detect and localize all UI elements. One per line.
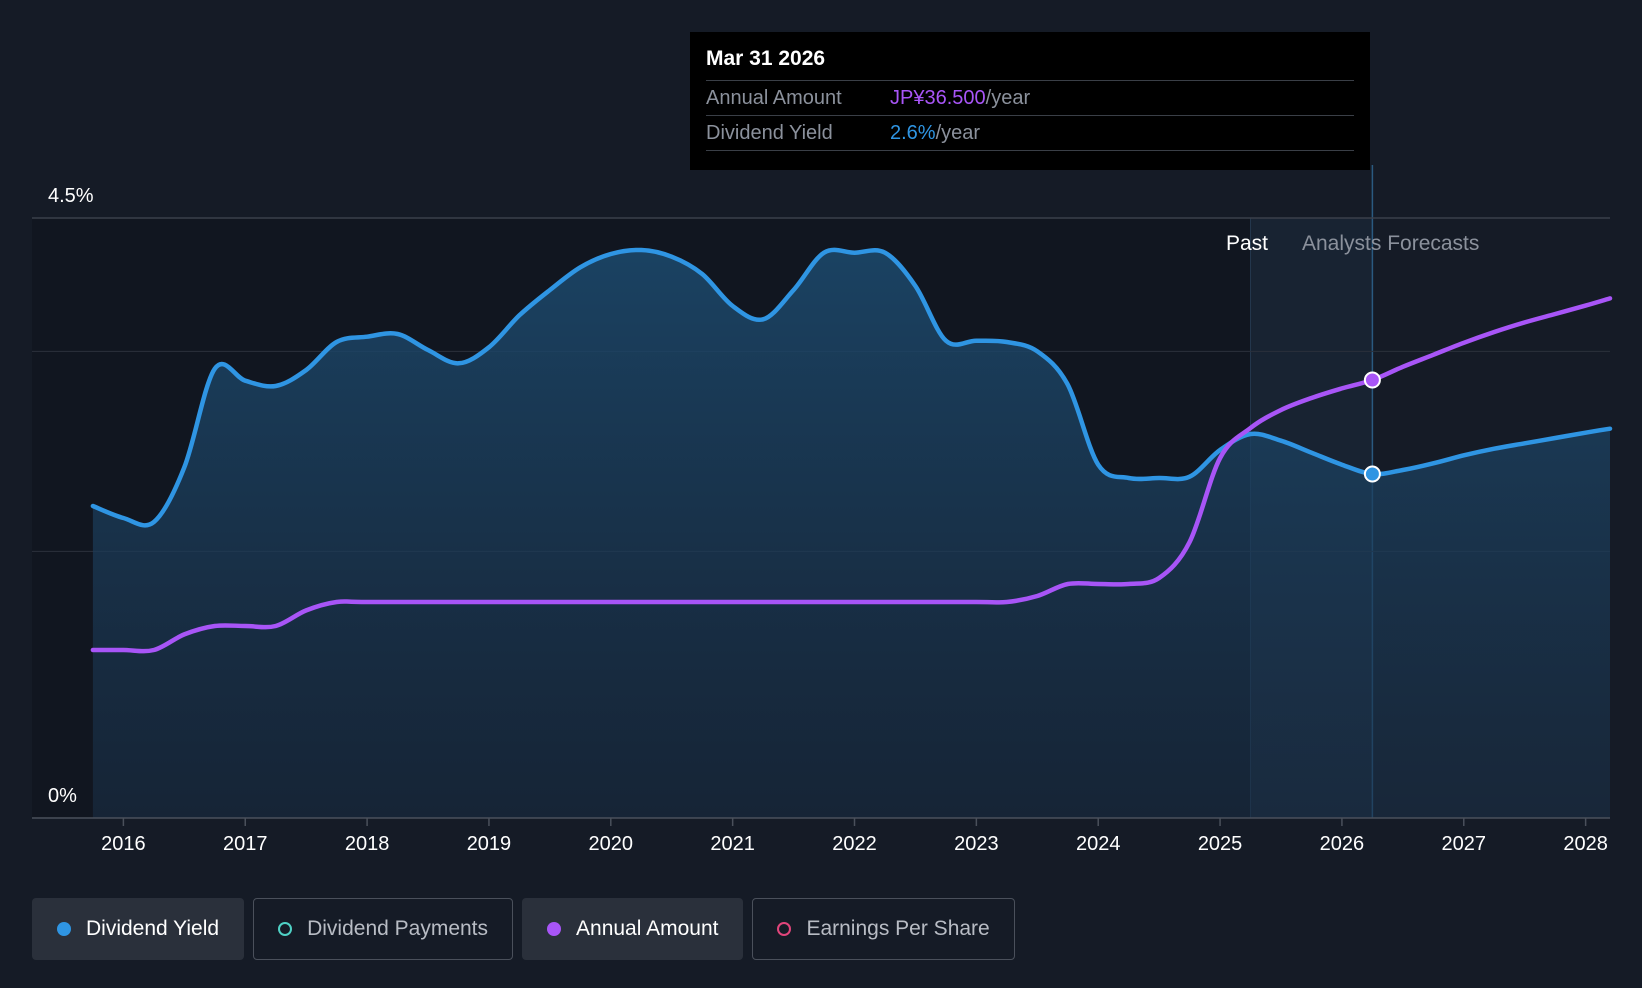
- x-tick-label: 2025: [1198, 833, 1243, 855]
- y-tick-top: 4.5%: [48, 185, 94, 207]
- annual-amount-marker: [1363, 371, 1381, 389]
- tooltip-dividend-yield-label: Dividend Yield: [706, 122, 833, 144]
- tooltip-dividend-yield-unit: /year: [935, 122, 981, 144]
- legend-dividend-payments[interactable]: Dividend Payments: [253, 898, 514, 960]
- tooltip-annual-amount-label: Annual Amount: [706, 87, 842, 109]
- tooltip-row-annual-amount: Annual Amount JP¥36.500 /year: [706, 81, 1354, 116]
- tooltip-annual-amount-value: JP¥36.500: [890, 87, 986, 109]
- y-tick-zero: 0%: [48, 785, 77, 807]
- annual-amount-line: [90, 296, 1613, 654]
- legend-label: Earnings Per Share: [806, 917, 990, 940]
- tooltip-annual-amount-unit: /year: [985, 87, 1031, 109]
- earnings-per-share-ring-icon: [777, 922, 792, 936]
- tooltip-row-dividend-yield: Dividend Yield 2.6% /year: [706, 116, 1354, 151]
- legend-dividend-yield[interactable]: Dividend Yield: [32, 898, 245, 960]
- chart-tooltip: Mar 31 2026 Annual Amount JP¥36.500 /yea…: [690, 32, 1370, 170]
- x-tick-label: 2022: [832, 833, 877, 855]
- legend-earnings-per-share[interactable]: Earnings Per Share: [752, 898, 1015, 960]
- x-tick-label: 2026: [1320, 833, 1365, 855]
- dividend-yield-marker: [1363, 465, 1381, 483]
- x-tick-label: 2023: [954, 833, 999, 855]
- x-tick-label: 2028: [1563, 833, 1608, 855]
- dividend-payments-ring-icon: [278, 922, 293, 936]
- legend-annual-amount[interactable]: Annual Amount: [522, 898, 744, 960]
- x-tick-label: 2017: [223, 833, 268, 855]
- x-tick-label: 2019: [467, 833, 512, 855]
- x-tick-label: 2024: [1076, 833, 1121, 855]
- x-tick-label: 2020: [589, 833, 634, 855]
- chart-legend: Dividend Yield Dividend Payments Annual …: [32, 898, 1015, 960]
- past-label: Past: [1226, 232, 1268, 255]
- x-tick-label: 2016: [101, 833, 146, 855]
- legend-label: Dividend Yield: [86, 917, 220, 940]
- x-tick-label: 2018: [345, 833, 390, 855]
- tooltip-date: Mar 31 2026: [706, 44, 1354, 81]
- legend-label: Annual Amount: [576, 917, 719, 940]
- dividend-yield-line: [90, 247, 1613, 528]
- legend-label: Dividend Payments: [307, 917, 489, 940]
- forecast-label: Analysts Forecasts: [1302, 232, 1479, 255]
- annual-amount-dot-icon: [547, 922, 562, 936]
- dividend-yield-area: [92, 249, 1610, 818]
- tooltip-dividend-yield-value: 2.6%: [890, 122, 936, 144]
- x-tick-label: 2021: [710, 833, 755, 855]
- dividend-yield-dot-icon: [57, 922, 71, 936]
- x-tick-label: 2027: [1442, 833, 1487, 855]
